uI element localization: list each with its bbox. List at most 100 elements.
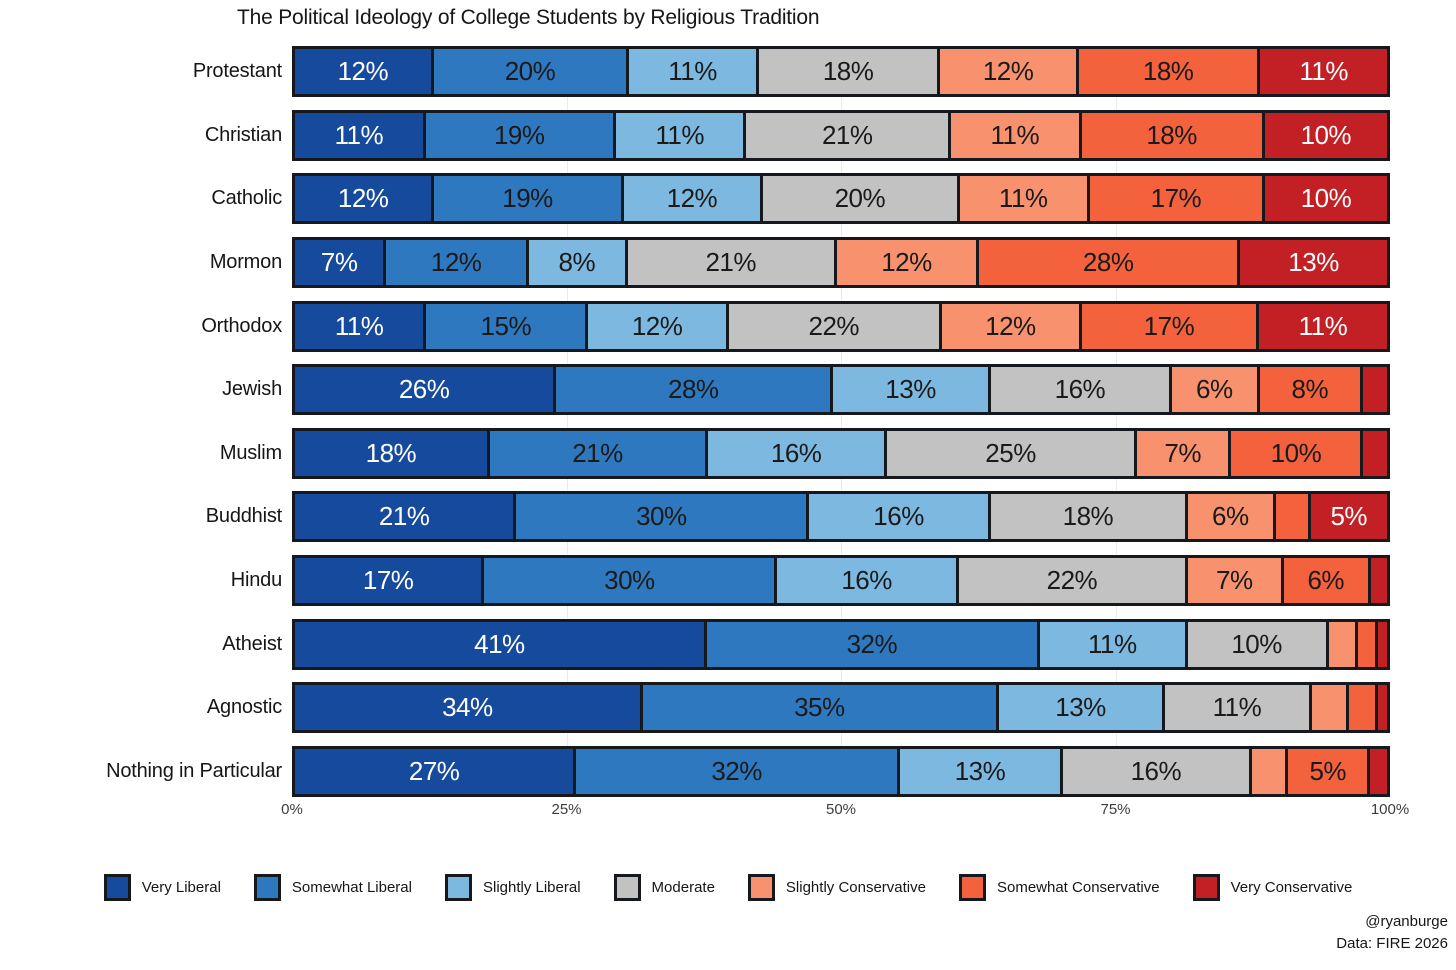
segment-value-label: 17%	[362, 565, 414, 595]
bar-segment: 11%	[629, 49, 759, 94]
bar-segment: 26%	[295, 367, 557, 413]
segment-value-label: 11%	[334, 119, 384, 150]
segment-value-label: 6%	[1307, 565, 1345, 595]
bar-segment: 11%	[1260, 49, 1387, 94]
segment-value-label: 21%	[572, 437, 623, 468]
bar-segment: 11%	[295, 112, 426, 158]
stacked-bar: 26% 28% 13% 16% 6% 8%	[292, 364, 1390, 416]
bar-segment: 16%	[809, 494, 991, 540]
gridlines	[292, 46, 1390, 797]
stacked-bar: 12% 19% 12% 20% 11% 17% 10%	[292, 173, 1390, 225]
legend-swatch	[613, 873, 641, 901]
bar-segment	[1311, 685, 1350, 731]
bar-segment: 16%	[777, 558, 959, 603]
legend-label: Very Conservative	[1230, 878, 1353, 896]
segment-value-label: 13%	[1288, 246, 1339, 277]
chart-row: Agnostic 34% 35% 13% 11%	[0, 682, 1390, 734]
bar-segment	[1357, 621, 1379, 667]
segment-value-label: 6%	[1212, 501, 1249, 532]
stacked-bar: 27% 32% 13% 16% 5%	[292, 745, 1390, 797]
segment-value-label: 12%	[982, 56, 1034, 86]
stacked-bar: 11% 19% 11% 21% 11% 18% 10%	[292, 109, 1390, 161]
legend-label: Somewhat Liberal	[291, 878, 412, 896]
chart-row: Protestant 12% 20% 11% 18% 12% 18% 11%	[0, 46, 1390, 97]
segment-value-label: 19%	[502, 183, 553, 214]
chart-title: The Political Ideology of College Studen…	[237, 6, 820, 29]
segment-value-label: 17%	[1143, 310, 1195, 341]
bar-segment	[1251, 748, 1289, 794]
bar-segment: 11%	[615, 112, 747, 158]
segment-value-label: 13%	[954, 755, 1006, 786]
axis-tick-label: 25%	[551, 801, 582, 818]
stacked-bar: 12% 20% 11% 18% 12% 18% 11%	[292, 46, 1390, 97]
category-label: Hindu	[230, 569, 282, 591]
chart-row: Atheist 41% 32% 11% 10%	[0, 618, 1390, 670]
segment-value-label: 34%	[442, 692, 493, 723]
legend-swatch	[747, 873, 775, 901]
bar-segment: 10%	[1187, 621, 1329, 667]
bar-segment	[1378, 685, 1388, 731]
bar-segment: 20%	[763, 176, 960, 222]
bar-segment: 15%	[426, 303, 589, 349]
bar-segment: 12%	[295, 176, 435, 222]
chart-rows: Protestant 12% 20% 11% 18% 12% 18% 11% Christian…	[0, 46, 1390, 797]
segment-value-label: 12%	[337, 56, 389, 86]
bar-segment	[1370, 748, 1387, 794]
bar-segment: 11%	[950, 112, 1082, 158]
legend-swatch	[253, 873, 281, 901]
segment-value-label: 16%	[770, 437, 822, 468]
bar-segment: 13%	[1240, 239, 1387, 285]
bar-segment: 13%	[999, 685, 1166, 731]
segment-value-label: 20%	[504, 56, 556, 86]
category-label: Buddhist	[205, 505, 282, 528]
segment-value-label: 26%	[398, 374, 450, 405]
stacked-bar: 21% 30% 16% 18% 6% 5%	[292, 491, 1390, 543]
footer-handle: @ryanburge	[1365, 913, 1448, 930]
segment-value-label: 12%	[337, 183, 389, 214]
legend: Very Liberal Somewhat Liberal Slightly Lib…	[0, 871, 1456, 903]
bar-segment: 12%	[588, 303, 729, 349]
legend-item: Moderate	[613, 873, 715, 901]
segment-value-label: 12%	[666, 183, 718, 214]
bar-segment: 10%	[1231, 430, 1364, 476]
segment-value-label: 16%	[841, 565, 892, 595]
legend-item: Somewhat Liberal	[253, 873, 412, 901]
segment-value-label: 11%	[668, 56, 717, 86]
stacked-bar: 41% 32% 11% 10%	[292, 618, 1390, 670]
chart-row: Orthodox 11% 15% 12% 22% 12% 17% 11%	[0, 300, 1390, 352]
bar-segment: 12%	[623, 176, 764, 222]
bar-segment: 11%	[959, 176, 1090, 222]
bar-segment: 21%	[746, 112, 951, 158]
bar-segment: 32%	[706, 621, 1040, 667]
bar-segment: 30%	[484, 558, 778, 603]
bar-segment: 11%	[1039, 621, 1188, 667]
segment-value-label: 8%	[1291, 374, 1329, 405]
bar-segment	[1349, 685, 1379, 731]
segment-value-label: 11%	[1212, 692, 1262, 723]
segment-value-label: 15%	[480, 310, 532, 341]
segment-value-label: 10%	[1270, 437, 1322, 468]
category-label: Catholic	[211, 187, 282, 210]
segment-value-label: 28%	[668, 374, 719, 405]
segment-value-label: 13%	[885, 374, 936, 405]
bar-segment: 11%	[295, 303, 427, 349]
segment-value-label: 11%	[655, 119, 704, 150]
segment-value-label: 11%	[1298, 310, 1348, 341]
category-label: Jewish	[222, 378, 282, 401]
footer: @ryanburge Data: FIRE 2026	[1336, 911, 1448, 955]
bar-segment	[1371, 558, 1387, 603]
bar-segment: 13%	[833, 367, 991, 413]
segment-value-label: 21%	[378, 501, 430, 532]
bar-segment: 6%	[1188, 494, 1276, 540]
bar-segment: 17%	[295, 558, 485, 603]
gridline	[841, 46, 842, 797]
bar-segment: 11%	[1258, 303, 1388, 349]
bar-segment: 12%	[941, 303, 1083, 349]
bar-segment: 19%	[425, 112, 616, 158]
bar-segment: 41%	[295, 621, 707, 667]
bar-segment: 32%	[576, 748, 900, 794]
segment-value-label: 30%	[604, 565, 655, 595]
chart-row: Muslim 18% 21% 16% 25% 7% 10%	[0, 427, 1390, 479]
chart-row: Mormon 7% 12% 8% 21% 12% 28% 13%	[0, 236, 1390, 288]
